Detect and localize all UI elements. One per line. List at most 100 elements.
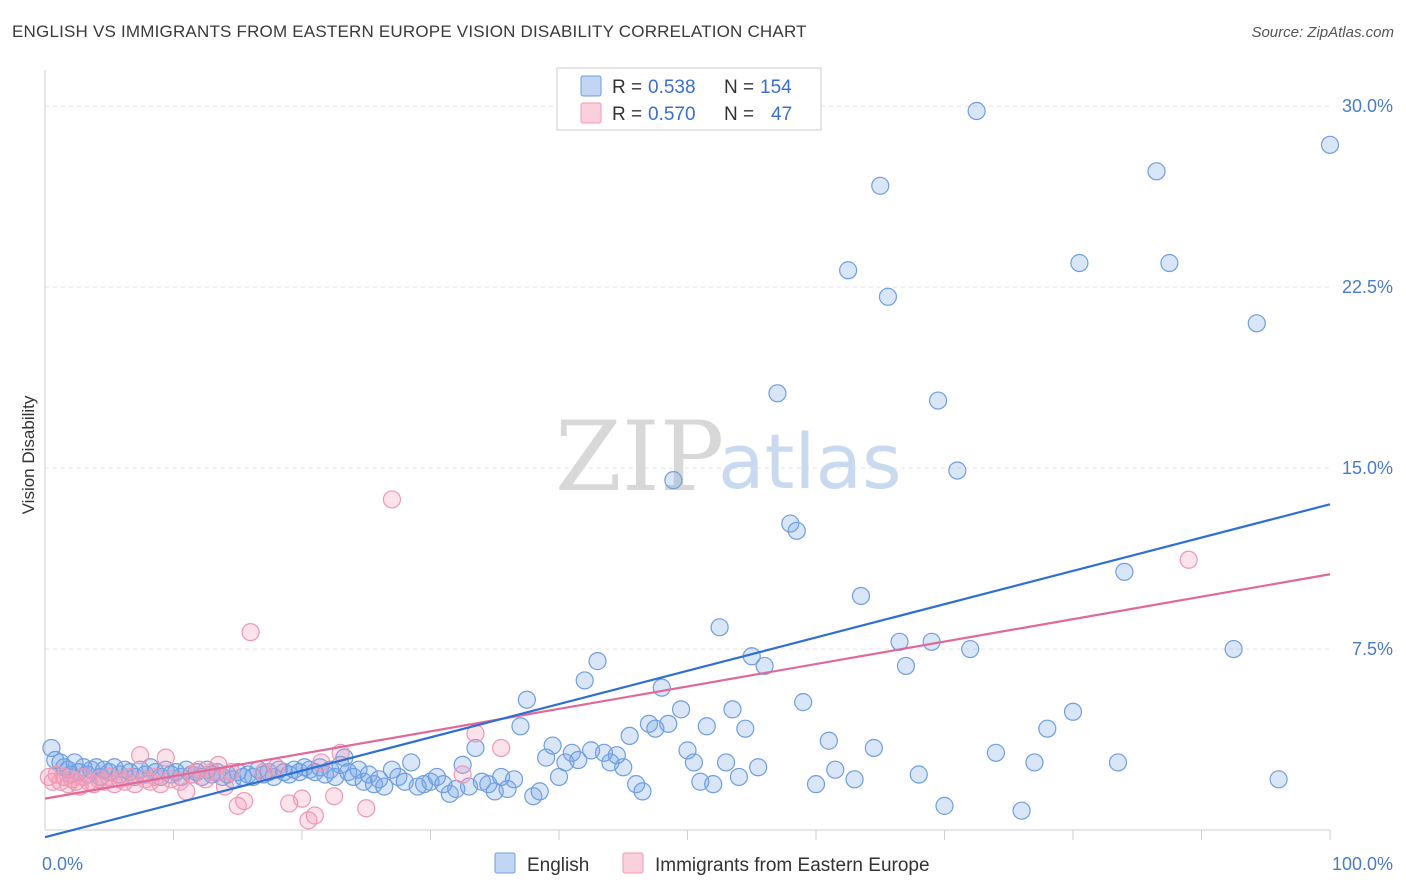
immigrants-point (1179, 550, 1198, 569)
immigrants-trend-line (44, 573, 1331, 800)
english-point (569, 750, 588, 770)
immigrants-point (130, 746, 150, 765)
english-point (909, 765, 928, 784)
english-point (671, 700, 691, 719)
chart-source: Source: ZipAtlas.com (1251, 24, 1394, 41)
legend-immigrants-n-value: 47 (771, 104, 792, 125)
english-point (935, 796, 954, 815)
bottom-legend-swatch-immigrants (622, 852, 644, 874)
english-point (710, 618, 729, 637)
watermark-zip: ZIP (555, 401, 724, 513)
english-point (588, 652, 607, 671)
english-point (851, 586, 871, 606)
english-point (845, 770, 864, 789)
english-point (749, 758, 768, 777)
english-point (375, 777, 394, 796)
english-point (1224, 639, 1243, 659)
english-point (633, 782, 652, 801)
immigrants-point (382, 490, 402, 509)
english-point (543, 736, 562, 755)
english-point (723, 700, 742, 719)
english-point (1269, 770, 1288, 789)
y-tick-label: 22.5% (1342, 277, 1393, 297)
english-point (781, 514, 800, 533)
immigrants-point (235, 791, 254, 811)
english-point (382, 760, 402, 779)
bottom-legend-english: English (527, 855, 589, 876)
immigrants-point (292, 789, 312, 808)
english-point (517, 690, 536, 709)
english-point (948, 461, 967, 480)
english-point (839, 261, 858, 280)
english-point (659, 714, 678, 733)
english-point (1025, 753, 1044, 772)
y-tick-label: 30.0% (1342, 96, 1393, 116)
x-tick-label: 100.0% (1332, 854, 1393, 874)
english-point (1320, 135, 1340, 154)
english-point (928, 391, 948, 410)
correlation-legend: R = 0.538 N = 154 R = 0.570 N = 47 (556, 67, 822, 131)
english-point (614, 758, 633, 777)
english-point (498, 779, 517, 799)
watermark-atlas: atlas (718, 417, 902, 506)
english-point (986, 743, 1006, 762)
bottom-legend-swatch-english (494, 852, 516, 874)
legend-english-n-value: 154 (760, 77, 792, 98)
immigrants-point (74, 767, 93, 787)
english-point (1147, 162, 1166, 181)
bottom-legend-immigrants: Immigrants from Eastern Europe (655, 855, 930, 876)
english-point (961, 639, 980, 659)
english-point (652, 678, 671, 697)
english-point (530, 782, 549, 801)
legend-immigrants-n-label: N = (724, 104, 754, 125)
immigrants-points (39, 490, 1198, 830)
grid-lines (45, 105, 1330, 650)
english-point (864, 738, 883, 758)
english-point (787, 521, 806, 540)
immigrants-point (325, 787, 344, 806)
english-point (1108, 753, 1128, 772)
y-tick-label: 7.5% (1352, 639, 1393, 659)
english-point (562, 743, 581, 762)
english-point (1012, 801, 1031, 820)
english-point (1070, 253, 1089, 273)
axes (44, 70, 1331, 840)
english-point (626, 775, 646, 794)
english-point (504, 770, 524, 789)
english-point (716, 753, 736, 772)
english-point (453, 755, 472, 774)
english-point (819, 731, 838, 750)
legend-english-n-label: N = (724, 77, 754, 98)
immigrants-point (312, 753, 331, 772)
legend-swatch-english (580, 75, 602, 97)
y-tick-label: 15.0% (1342, 458, 1393, 478)
english-point (736, 719, 755, 738)
immigrants-point (305, 806, 324, 825)
y-axis-title: Vision Disability (19, 395, 38, 514)
english-point (826, 760, 845, 779)
english-point (794, 693, 813, 712)
english-point (704, 775, 723, 794)
english-point (402, 753, 421, 772)
watermark: ZIP atlas (555, 401, 902, 513)
english-point (427, 767, 447, 787)
english-point (511, 717, 530, 736)
immigrants-point (156, 748, 175, 767)
english-point (878, 287, 898, 306)
english-point (729, 767, 749, 787)
tick-labels: 7.5% 15.0% 22.5% 30.0% 0.0% 100.0% (42, 96, 1393, 874)
english-point (1160, 253, 1179, 273)
english-point (1247, 314, 1266, 333)
x-tick-label: 0.0% (42, 854, 83, 874)
legend-english-r-label: R = (612, 77, 642, 98)
english-point (466, 738, 485, 758)
english-point (1038, 719, 1057, 738)
legend-immigrants-r-value: 0.570 (648, 104, 696, 125)
immigrants-point (267, 758, 286, 777)
english-point (1115, 562, 1134, 581)
english-point (871, 176, 890, 195)
english-point (755, 656, 774, 676)
immigrants-point (241, 623, 260, 642)
english-point (349, 760, 368, 779)
english-point (620, 726, 639, 746)
